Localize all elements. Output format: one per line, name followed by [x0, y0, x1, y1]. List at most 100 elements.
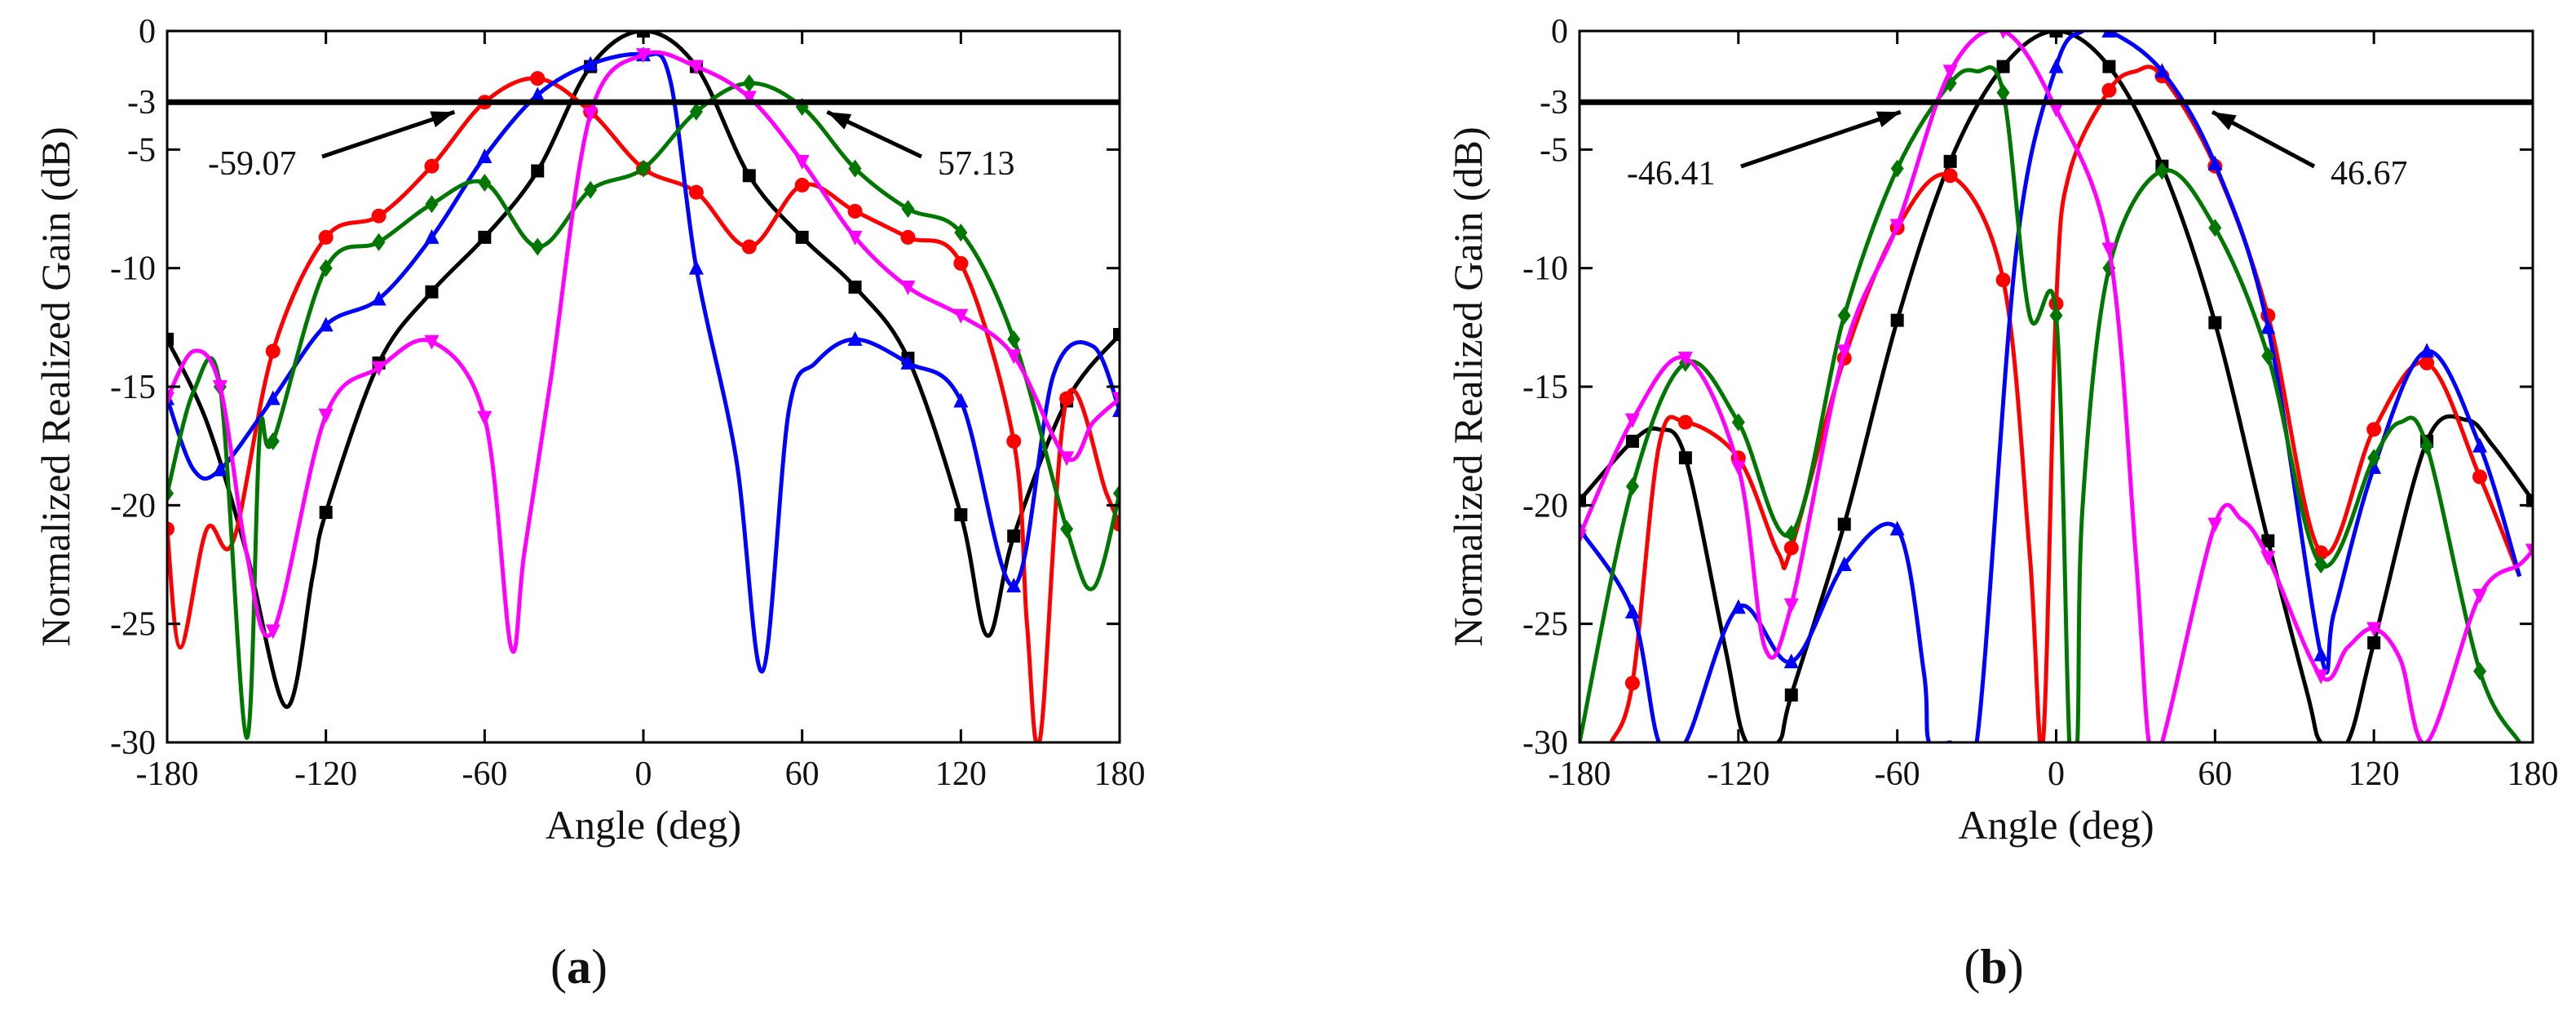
- panel-label: (b): [1964, 940, 2023, 994]
- y-tick-label: -20: [1522, 487, 1568, 525]
- data-point: [2367, 636, 2381, 649]
- data-point: [848, 159, 862, 178]
- y-tick-label: -10: [110, 250, 156, 288]
- data-point: [1995, 272, 2011, 288]
- data-point: [2208, 219, 2222, 237]
- x-tick-label: 0: [2048, 755, 2065, 793]
- data-point: [2420, 436, 2434, 455]
- data-point: [1889, 521, 1905, 536]
- data-point: [847, 330, 863, 346]
- data-point: [530, 86, 546, 102]
- data-point: [1943, 154, 1957, 168]
- series-magenta: [167, 48, 1120, 654]
- data-point: [953, 308, 969, 324]
- x-tick-label: -60: [462, 755, 507, 793]
- y-tick-label: -30: [1522, 724, 1568, 762]
- y-tick-label: -15: [1522, 369, 1568, 406]
- data-point: [1784, 688, 1798, 702]
- chart-panel-b: -180 -120 -60 0 60 120 180 0 -3 -5 -10 -15 -20 -25 -30…: [1445, 13, 2559, 994]
- data-point: [212, 461, 228, 476]
- y-axis-title: Normalized Realized Gain (dB): [33, 126, 78, 646]
- y-tick-label: 0: [1551, 13, 1568, 51]
- y-tick-label: -15: [110, 369, 156, 406]
- annotation-arrowhead-right: [2212, 112, 2237, 131]
- data-point: [742, 169, 756, 183]
- panel-label: (a): [550, 940, 608, 994]
- data-point: [741, 91, 757, 106]
- x-tick-label: 180: [1094, 755, 1146, 793]
- annotation-left: -59.07: [208, 145, 297, 183]
- series-line-blue: [167, 51, 1120, 674]
- data-point: [847, 230, 863, 246]
- data-point: [1890, 159, 1904, 178]
- panel-label-letter: b: [1980, 940, 2007, 994]
- data-point: [318, 229, 334, 245]
- data-point: [794, 177, 810, 193]
- data-point: [2366, 622, 2382, 637]
- data-point: [1836, 344, 1852, 360]
- data-point: [265, 390, 281, 405]
- data-point: [1783, 540, 1799, 556]
- data-point: [2155, 162, 2169, 180]
- data-point: [688, 60, 704, 75]
- data-point: [1783, 598, 1799, 614]
- data-point: [2526, 494, 2533, 507]
- data-point: [954, 224, 968, 242]
- data-point: [1059, 451, 1075, 467]
- data-point: [265, 343, 281, 359]
- x-tick-label: -60: [1875, 755, 1920, 793]
- data-point: [2048, 102, 2064, 117]
- data-point: [953, 392, 969, 408]
- data-point: [2472, 588, 2488, 604]
- data-point: [1996, 60, 2010, 73]
- data-point: [2313, 669, 2329, 684]
- data-point: [2260, 319, 2276, 334]
- x-axis-title: Angle (deg): [546, 802, 741, 848]
- data-point: [900, 354, 916, 370]
- data-point: [265, 624, 281, 640]
- x-tick-label: -180: [1549, 755, 1611, 793]
- series-green: [167, 73, 1120, 740]
- chart-panel-a: -180 -120 -60 0 60 120 180 0 -3 -5 -10 -15 -20 -25 -30…: [33, 13, 1146, 994]
- series-blue: [167, 47, 1120, 674]
- series-line-magenta: [167, 50, 1120, 654]
- data-point: [318, 317, 334, 332]
- x-tick-label: 0: [635, 755, 652, 793]
- data-point: [1006, 578, 1022, 593]
- series-black: [167, 31, 1120, 709]
- data-point: [900, 229, 916, 245]
- y-tick-label: -10: [1522, 250, 1568, 288]
- data-point: [1677, 352, 1693, 367]
- annotation-right: 46.67: [2331, 155, 2408, 193]
- x-tick-label: 120: [2348, 755, 2400, 793]
- data-point: [953, 255, 969, 271]
- data-point: [424, 158, 440, 174]
- data-point: [2048, 58, 2064, 73]
- data-point: [2525, 543, 2533, 559]
- data-point: [1942, 64, 1958, 80]
- series-line-black: [167, 31, 1120, 709]
- data-point: [794, 154, 810, 170]
- data-point: [1625, 434, 1639, 448]
- data-point: [531, 164, 545, 178]
- data-point: [2419, 355, 2435, 370]
- data-point: [636, 48, 651, 64]
- data-point: [954, 507, 968, 521]
- data-point: [2472, 437, 2488, 453]
- data-point: [530, 71, 546, 86]
- data-point: [167, 392, 175, 407]
- data-point: [583, 55, 599, 71]
- data-point: [371, 290, 387, 306]
- data-point: [1007, 330, 1021, 348]
- data-point: [319, 259, 333, 277]
- data-point: [531, 237, 545, 256]
- data-point: [371, 361, 387, 376]
- data-point: [1837, 517, 1851, 531]
- series-line-blue: [1580, 31, 2522, 742]
- data-point: [2208, 316, 2222, 330]
- data-point: [1006, 433, 1022, 449]
- data-point: [1580, 494, 1586, 507]
- data-point: [848, 280, 862, 294]
- data-point: [1730, 599, 1746, 614]
- data-point: [2049, 306, 2063, 325]
